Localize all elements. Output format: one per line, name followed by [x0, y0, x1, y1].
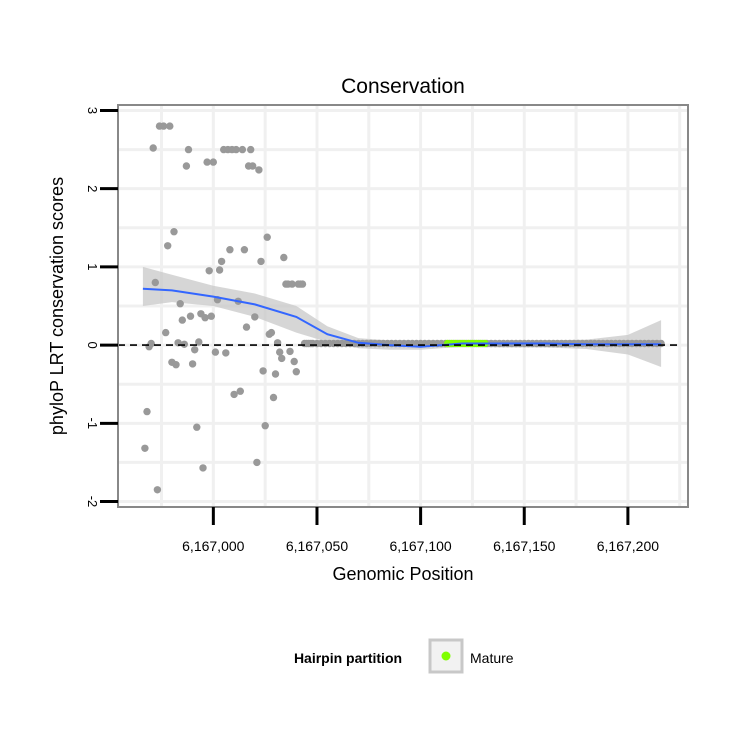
- smooth-curve: [142, 287, 662, 348]
- y-axis-label: phyloP LRT conservation scores: [47, 177, 67, 435]
- x-tick-label: 6,167,150: [493, 538, 555, 554]
- chart-title: Conservation: [341, 75, 465, 98]
- legend: Hairpin partition Mature: [294, 638, 514, 674]
- data-point: [298, 280, 307, 288]
- data-point: [188, 360, 197, 368]
- data-point: [203, 158, 211, 166]
- data-point: [172, 361, 180, 369]
- smooth-line: [142, 287, 662, 348]
- panel-border: [117, 104, 689, 508]
- y-tick-label: 3: [85, 107, 100, 114]
- data-point: [164, 242, 172, 250]
- legend-title: Hairpin partition: [294, 650, 402, 666]
- y-axis: -2 -1 0 1 2 3: [85, 107, 118, 507]
- data-point: [176, 300, 184, 308]
- data-point: [253, 458, 261, 467]
- data-point: [276, 348, 284, 356]
- data-point: [170, 228, 178, 236]
- data-point: [147, 339, 155, 348]
- data-point: [201, 314, 209, 322]
- y-tick-label: 2: [85, 185, 100, 192]
- data-point: [153, 486, 162, 494]
- x-axis-label: Genomic Position: [332, 564, 473, 584]
- data-point: [184, 145, 193, 154]
- data-point: [290, 357, 298, 366]
- data-point: [180, 340, 188, 348]
- data-point: [186, 312, 195, 320]
- y-tick-label: 1: [85, 263, 100, 270]
- data-point: [242, 323, 251, 331]
- data-point: [166, 122, 174, 130]
- x-tick-label: 6,167,000: [182, 538, 244, 554]
- data-point: [195, 338, 203, 346]
- data-point: [205, 267, 213, 275]
- x-tick-label: 6,167,100: [389, 538, 451, 554]
- data-point: [191, 346, 199, 354]
- x-tick-label: 6,167,200: [597, 538, 659, 554]
- data-point: [238, 145, 247, 154]
- data-point: [269, 393, 278, 402]
- data-point: [199, 464, 207, 472]
- data-point: [207, 312, 215, 320]
- data-point: [215, 266, 224, 274]
- data-point: [151, 278, 159, 287]
- y-tick-label: -1: [85, 418, 100, 430]
- data-point: [278, 354, 286, 363]
- data-point: [236, 387, 244, 395]
- data-point: [193, 423, 201, 431]
- data-point: [263, 233, 271, 241]
- data-point: [222, 349, 230, 357]
- data-point: [178, 316, 186, 324]
- x-axis: 6,167,000 6,167,050 6,167,100 6,167,150 6,16…: [182, 507, 659, 554]
- data-point: [226, 246, 234, 254]
- legend-key-mature: [441, 651, 451, 661]
- data-point: [211, 348, 220, 356]
- data-point: [232, 145, 240, 154]
- data-point: [255, 166, 263, 174]
- data-point: [249, 162, 257, 170]
- plot-panel: [117, 104, 689, 508]
- data-point: [230, 390, 238, 399]
- data-point: [141, 444, 149, 452]
- data-point: [261, 422, 269, 430]
- x-tick-label: 6,167,050: [286, 538, 348, 554]
- data-point: [271, 370, 280, 378]
- data-point: [209, 158, 217, 166]
- data-point: [159, 122, 168, 130]
- y-tick-label: 0: [85, 341, 100, 348]
- data-point: [259, 367, 267, 375]
- data-point: [149, 144, 157, 152]
- data-point: [240, 246, 249, 254]
- data-point: [182, 162, 191, 170]
- data-point: [280, 253, 288, 262]
- legend-label-mature: Mature: [470, 650, 514, 666]
- data-point: [267, 328, 276, 337]
- grid-lines: [118, 105, 688, 507]
- data-point: [257, 257, 265, 266]
- data-point: [217, 257, 226, 266]
- data-point: [288, 280, 296, 288]
- data-point: [292, 368, 300, 376]
- data-point: [143, 407, 151, 416]
- data-point: [286, 347, 294, 356]
- data-point: [162, 328, 170, 337]
- y-tick-label: -2: [85, 496, 100, 508]
- data-point: [251, 313, 259, 321]
- data-point: [247, 145, 255, 154]
